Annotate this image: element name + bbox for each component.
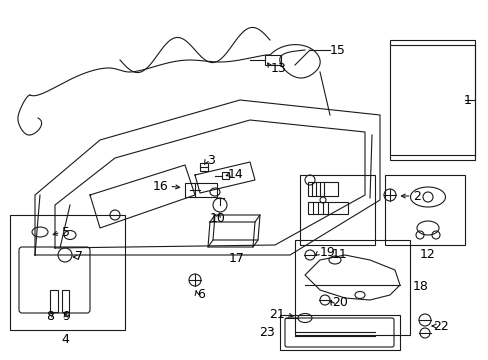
Text: 1: 1 xyxy=(463,94,471,107)
Text: 13: 13 xyxy=(270,62,286,75)
Text: 20: 20 xyxy=(331,297,347,310)
Bar xyxy=(294,240,409,335)
Text: 4: 4 xyxy=(61,333,69,346)
Text: 2: 2 xyxy=(412,189,420,202)
Bar xyxy=(184,183,217,197)
Bar xyxy=(280,315,399,350)
Bar xyxy=(50,290,58,312)
Bar xyxy=(307,202,347,214)
Bar xyxy=(264,55,281,65)
Text: 17: 17 xyxy=(228,252,244,265)
Text: 7: 7 xyxy=(75,251,83,264)
Bar xyxy=(222,172,228,179)
Bar xyxy=(389,40,474,160)
Text: 11: 11 xyxy=(331,248,347,261)
Text: 16: 16 xyxy=(152,180,168,193)
Text: 12: 12 xyxy=(419,248,435,261)
Bar xyxy=(384,175,464,245)
Text: 5: 5 xyxy=(62,225,70,238)
Text: 19: 19 xyxy=(319,246,335,258)
Text: 15: 15 xyxy=(329,44,345,57)
Text: 23: 23 xyxy=(259,325,274,338)
Text: 18: 18 xyxy=(412,279,428,292)
Text: 21: 21 xyxy=(269,307,285,320)
Text: 6: 6 xyxy=(197,288,204,302)
Text: 14: 14 xyxy=(227,168,243,181)
Text: 10: 10 xyxy=(210,211,225,225)
Bar xyxy=(299,175,374,245)
Bar xyxy=(62,290,69,312)
Bar xyxy=(200,163,207,171)
Bar xyxy=(10,215,125,330)
Bar xyxy=(307,182,337,196)
Text: 8: 8 xyxy=(46,310,54,323)
Text: 3: 3 xyxy=(206,153,214,166)
Text: 22: 22 xyxy=(432,320,448,333)
Text: 9: 9 xyxy=(62,310,70,323)
